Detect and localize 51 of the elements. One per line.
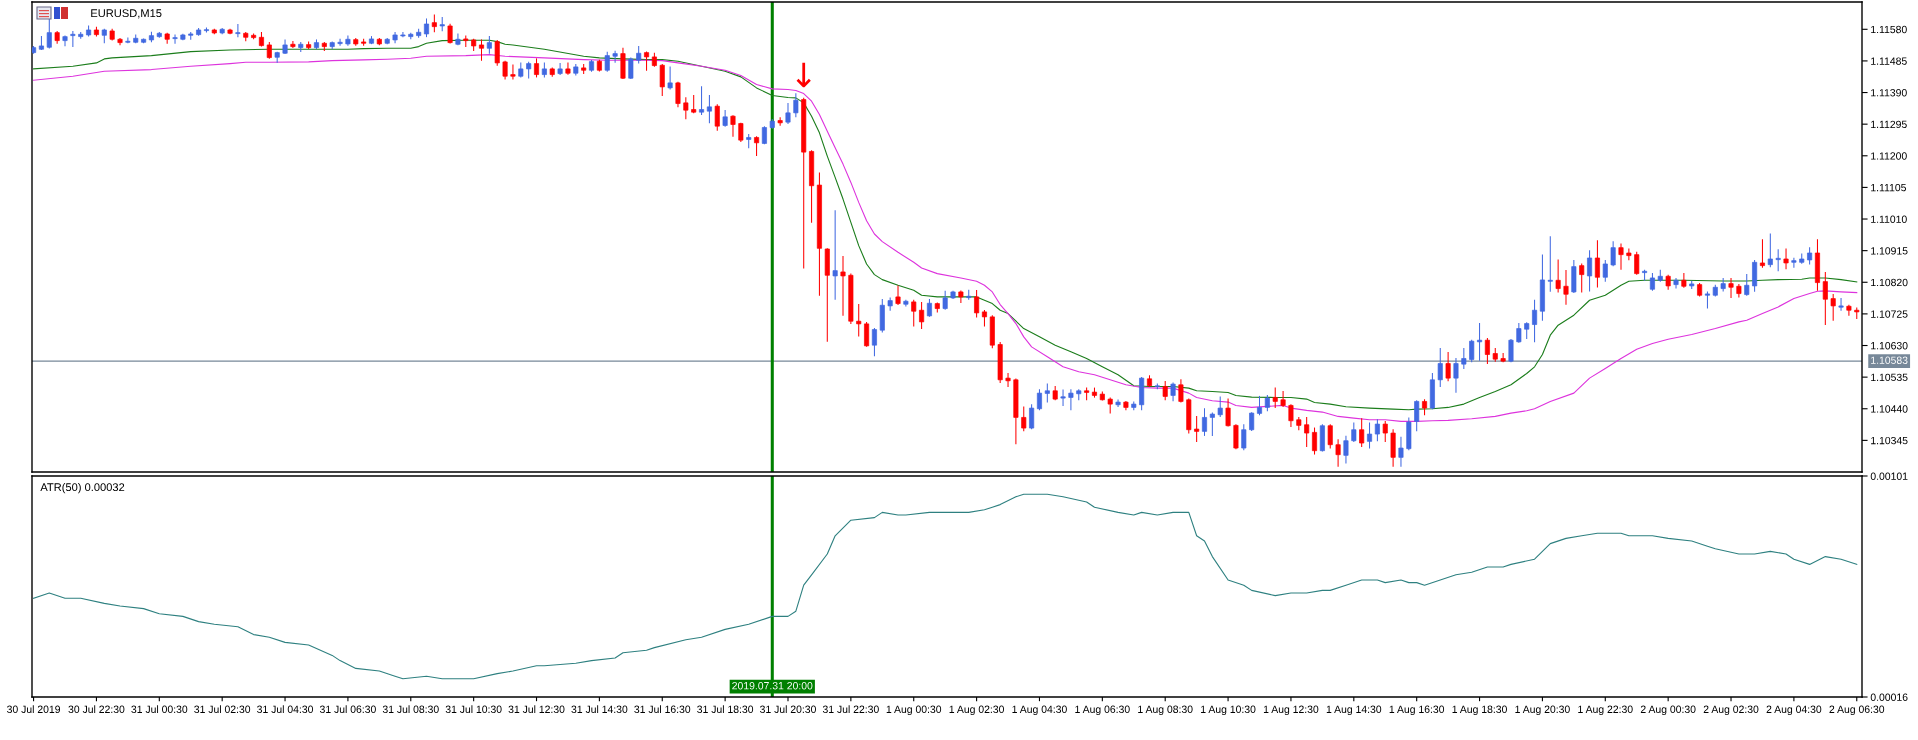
ref-line-label: 1.10583 bbox=[1871, 356, 1908, 364]
y-tick-label: 1.10345 bbox=[1871, 436, 1908, 445]
y-tick-label: 1.11200 bbox=[1871, 152, 1907, 160]
x-tick-label: 2 Aug 04:30 bbox=[1766, 705, 1822, 716]
x-tick-label: 1 Aug 08:30 bbox=[1138, 705, 1193, 716]
y-tick-label: 1.11105 bbox=[1871, 183, 1907, 192]
x-tick-label: 1 Aug 02:30 bbox=[949, 705, 1004, 716]
y-tick-label: 1.10915 bbox=[1871, 247, 1908, 255]
y-tick-label: 1.11580 bbox=[1871, 25, 1907, 34]
x-tick-label: 31 Jul 08:30 bbox=[382, 705, 439, 713]
x-tick-label: 31 Jul 16:30 bbox=[634, 705, 691, 713]
x-tick-label: 1 Aug 06:30 bbox=[1075, 705, 1130, 716]
x-tick-label: 31 Jul 12:30 bbox=[508, 705, 565, 713]
x-tick-label: 1 Aug 10:30 bbox=[1201, 705, 1256, 716]
y-tick-label: 0.00016 bbox=[1870, 693, 1908, 701]
x-tick-label: 31 Jul 18:30 bbox=[697, 705, 754, 713]
x-tick-label: 30 Jul 22:30 bbox=[68, 705, 125, 713]
x-tick-label: 31 Jul 10:30 bbox=[445, 705, 502, 713]
y-tick-label: 1.11295 bbox=[1871, 120, 1907, 129]
x-tick-label: 1 Aug 18:30 bbox=[1452, 705, 1507, 716]
y-tick-label: 1.11010 bbox=[1871, 215, 1907, 223]
x-tick-label: 30 Jul 2019 bbox=[7, 705, 61, 713]
y-tick-label: 1.11390 bbox=[1871, 89, 1907, 97]
y-tick-label: 0.00101 bbox=[1870, 472, 1908, 480]
y-tick-label: 1.10630 bbox=[1871, 342, 1908, 350]
y-tick-label: 1.10820 bbox=[1871, 278, 1908, 287]
x-tick-label: 31 Jul 20:30 bbox=[760, 705, 816, 713]
x-tick-label: 1 Aug 20:30 bbox=[1515, 705, 1570, 716]
x-tick-label: 31 Jul 02:30 bbox=[194, 705, 251, 713]
x-tick-label: 31 Jul 06:30 bbox=[319, 705, 376, 713]
x-tick-label: 31 Jul 22:30 bbox=[822, 705, 879, 713]
x-tick-label: 1 Aug 12:30 bbox=[1263, 705, 1319, 716]
x-tick-label: 2 Aug 02:30 bbox=[1703, 705, 1759, 716]
x-tick-label: 1 Aug 00:30 bbox=[886, 705, 942, 716]
y-tick-label: 1.11485 bbox=[1871, 57, 1907, 65]
x-tick-label: 2 Aug 06:30 bbox=[1829, 705, 1885, 716]
ref-line-label: 2019.07.31 20:00 bbox=[732, 682, 813, 690]
text: EURUSD,M15 bbox=[91, 9, 162, 19]
text: ATR(50) 0.00032 bbox=[40, 482, 125, 494]
x-tick-label: 31 Jul 00:30 bbox=[131, 705, 188, 713]
x-tick-label: 1 Aug 14:30 bbox=[1326, 705, 1382, 716]
y-tick-label: 1.10440 bbox=[1871, 405, 1908, 413]
x-tick-label: 1 Aug 04:30 bbox=[1012, 705, 1067, 716]
x-tick-label: 1 Aug 22:30 bbox=[1578, 705, 1633, 716]
y-tick-label: 1.10535 bbox=[1871, 373, 1908, 382]
x-tick-label: 31 Jul 04:30 bbox=[257, 705, 314, 713]
x-tick-label: 31 Jul 14:30 bbox=[571, 705, 628, 713]
x-tick-label: 2 Aug 00:30 bbox=[1640, 705, 1696, 716]
y-tick-label: 1.10725 bbox=[1871, 310, 1908, 318]
x-tick-label: 1 Aug 16:30 bbox=[1389, 705, 1445, 716]
annotation: ↓ bbox=[796, 62, 811, 88]
